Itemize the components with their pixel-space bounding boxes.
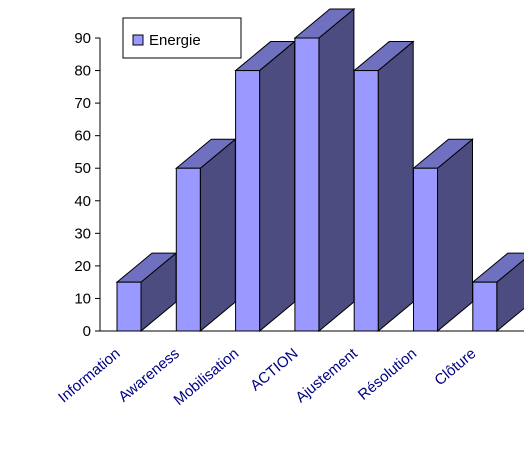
y-tick-label: 80: [74, 63, 91, 80]
bar-ajustement: [354, 42, 413, 331]
bar-mobilisation: [236, 42, 295, 331]
bar-awareness: [176, 139, 235, 331]
bar-clôture: [473, 253, 524, 331]
x-tick-label: Résolution: [355, 345, 420, 404]
bar-front: [236, 71, 260, 331]
x-tick-label: Mobilisation: [171, 345, 243, 409]
bar-side: [260, 42, 295, 331]
y-tick-label: 50: [74, 160, 91, 177]
bar-action: [295, 9, 354, 331]
x-tick-label: Clôture: [431, 345, 479, 389]
bar-résolution: [414, 139, 473, 331]
y-tick-label: 0: [83, 323, 91, 340]
x-tick-label: Ajustement: [292, 345, 361, 407]
y-tick-label: 10: [74, 290, 91, 307]
bar-side: [319, 9, 354, 331]
y-tick-label: 60: [74, 128, 91, 145]
x-tick-label: Information: [55, 345, 123, 406]
bar-side: [438, 139, 473, 331]
bar-front: [414, 168, 438, 331]
bar-side: [200, 139, 235, 331]
bar-front: [176, 168, 200, 331]
y-tick-label: 90: [74, 30, 91, 47]
bar-information: [117, 253, 176, 331]
y-tick-label: 40: [74, 193, 91, 210]
bar-front: [117, 282, 141, 331]
x-tick-label: ACTION: [247, 345, 301, 394]
bar-front: [354, 71, 378, 331]
y-tick-label: 30: [74, 225, 91, 242]
legend-swatch: [133, 35, 143, 45]
bar-side: [378, 42, 413, 331]
bar-front: [473, 282, 497, 331]
y-tick-label: 70: [74, 95, 91, 112]
y-tick-label: 20: [74, 258, 91, 275]
legend-label: Energie: [149, 32, 201, 49]
legend: Energie: [123, 18, 241, 58]
y-axis: 0 10 20 30 40 50 60 70 80 90: [74, 30, 100, 340]
bar-front: [295, 38, 319, 331]
